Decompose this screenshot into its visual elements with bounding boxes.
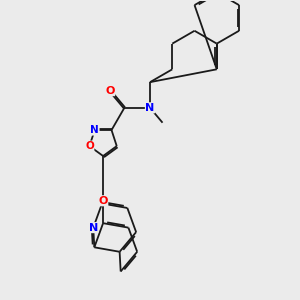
- Text: O: O: [98, 196, 108, 206]
- Text: N: N: [88, 223, 98, 232]
- Text: N: N: [90, 125, 99, 135]
- Text: O: O: [105, 86, 115, 96]
- Text: N: N: [146, 103, 155, 113]
- Text: O: O: [85, 141, 94, 151]
